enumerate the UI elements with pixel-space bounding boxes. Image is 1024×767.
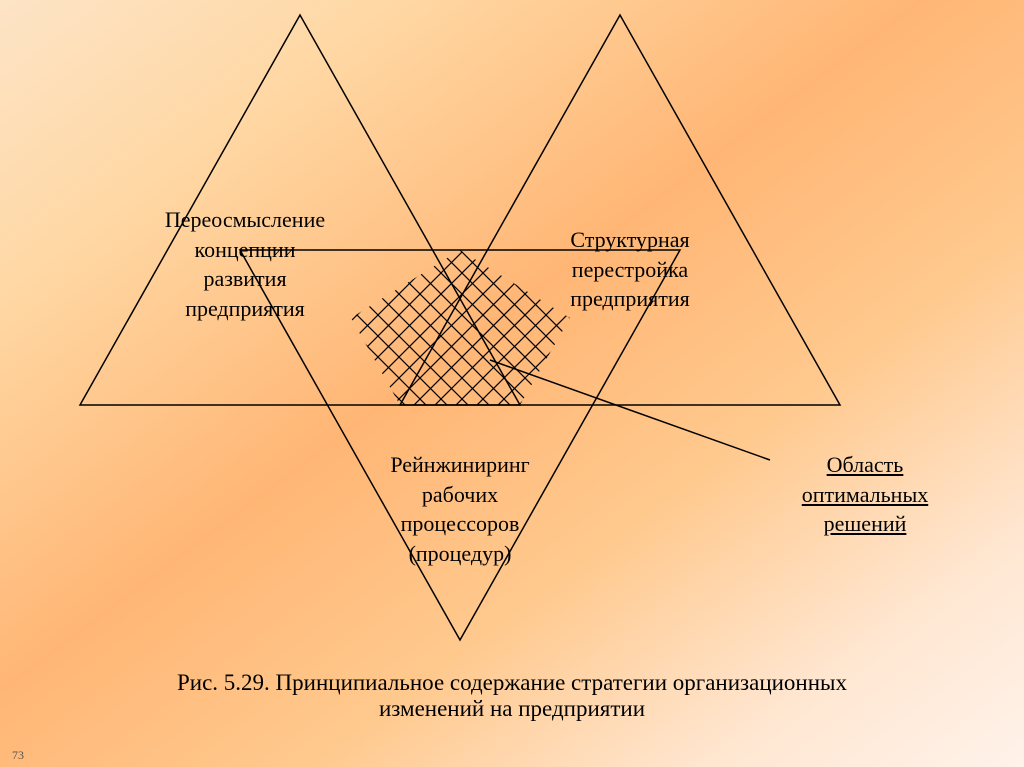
diagram-canvas: Переосмысление концепции развития предпр… xyxy=(0,0,1024,767)
label-left-triangle: Переосмысление концепции развития предпр… xyxy=(135,205,355,324)
label-callout: Область оптимальных решений xyxy=(770,450,960,539)
diagram-svg xyxy=(0,0,1024,767)
figure-caption: Рис. 5.29. Принципиальное содержание стр… xyxy=(0,670,1024,722)
label-down-triangle: Рейнжиниринг рабочих процессоров (процед… xyxy=(350,450,570,569)
label-right-triangle: Структурная перестройка предприятия xyxy=(530,225,730,314)
page-number: 73 xyxy=(12,748,24,763)
